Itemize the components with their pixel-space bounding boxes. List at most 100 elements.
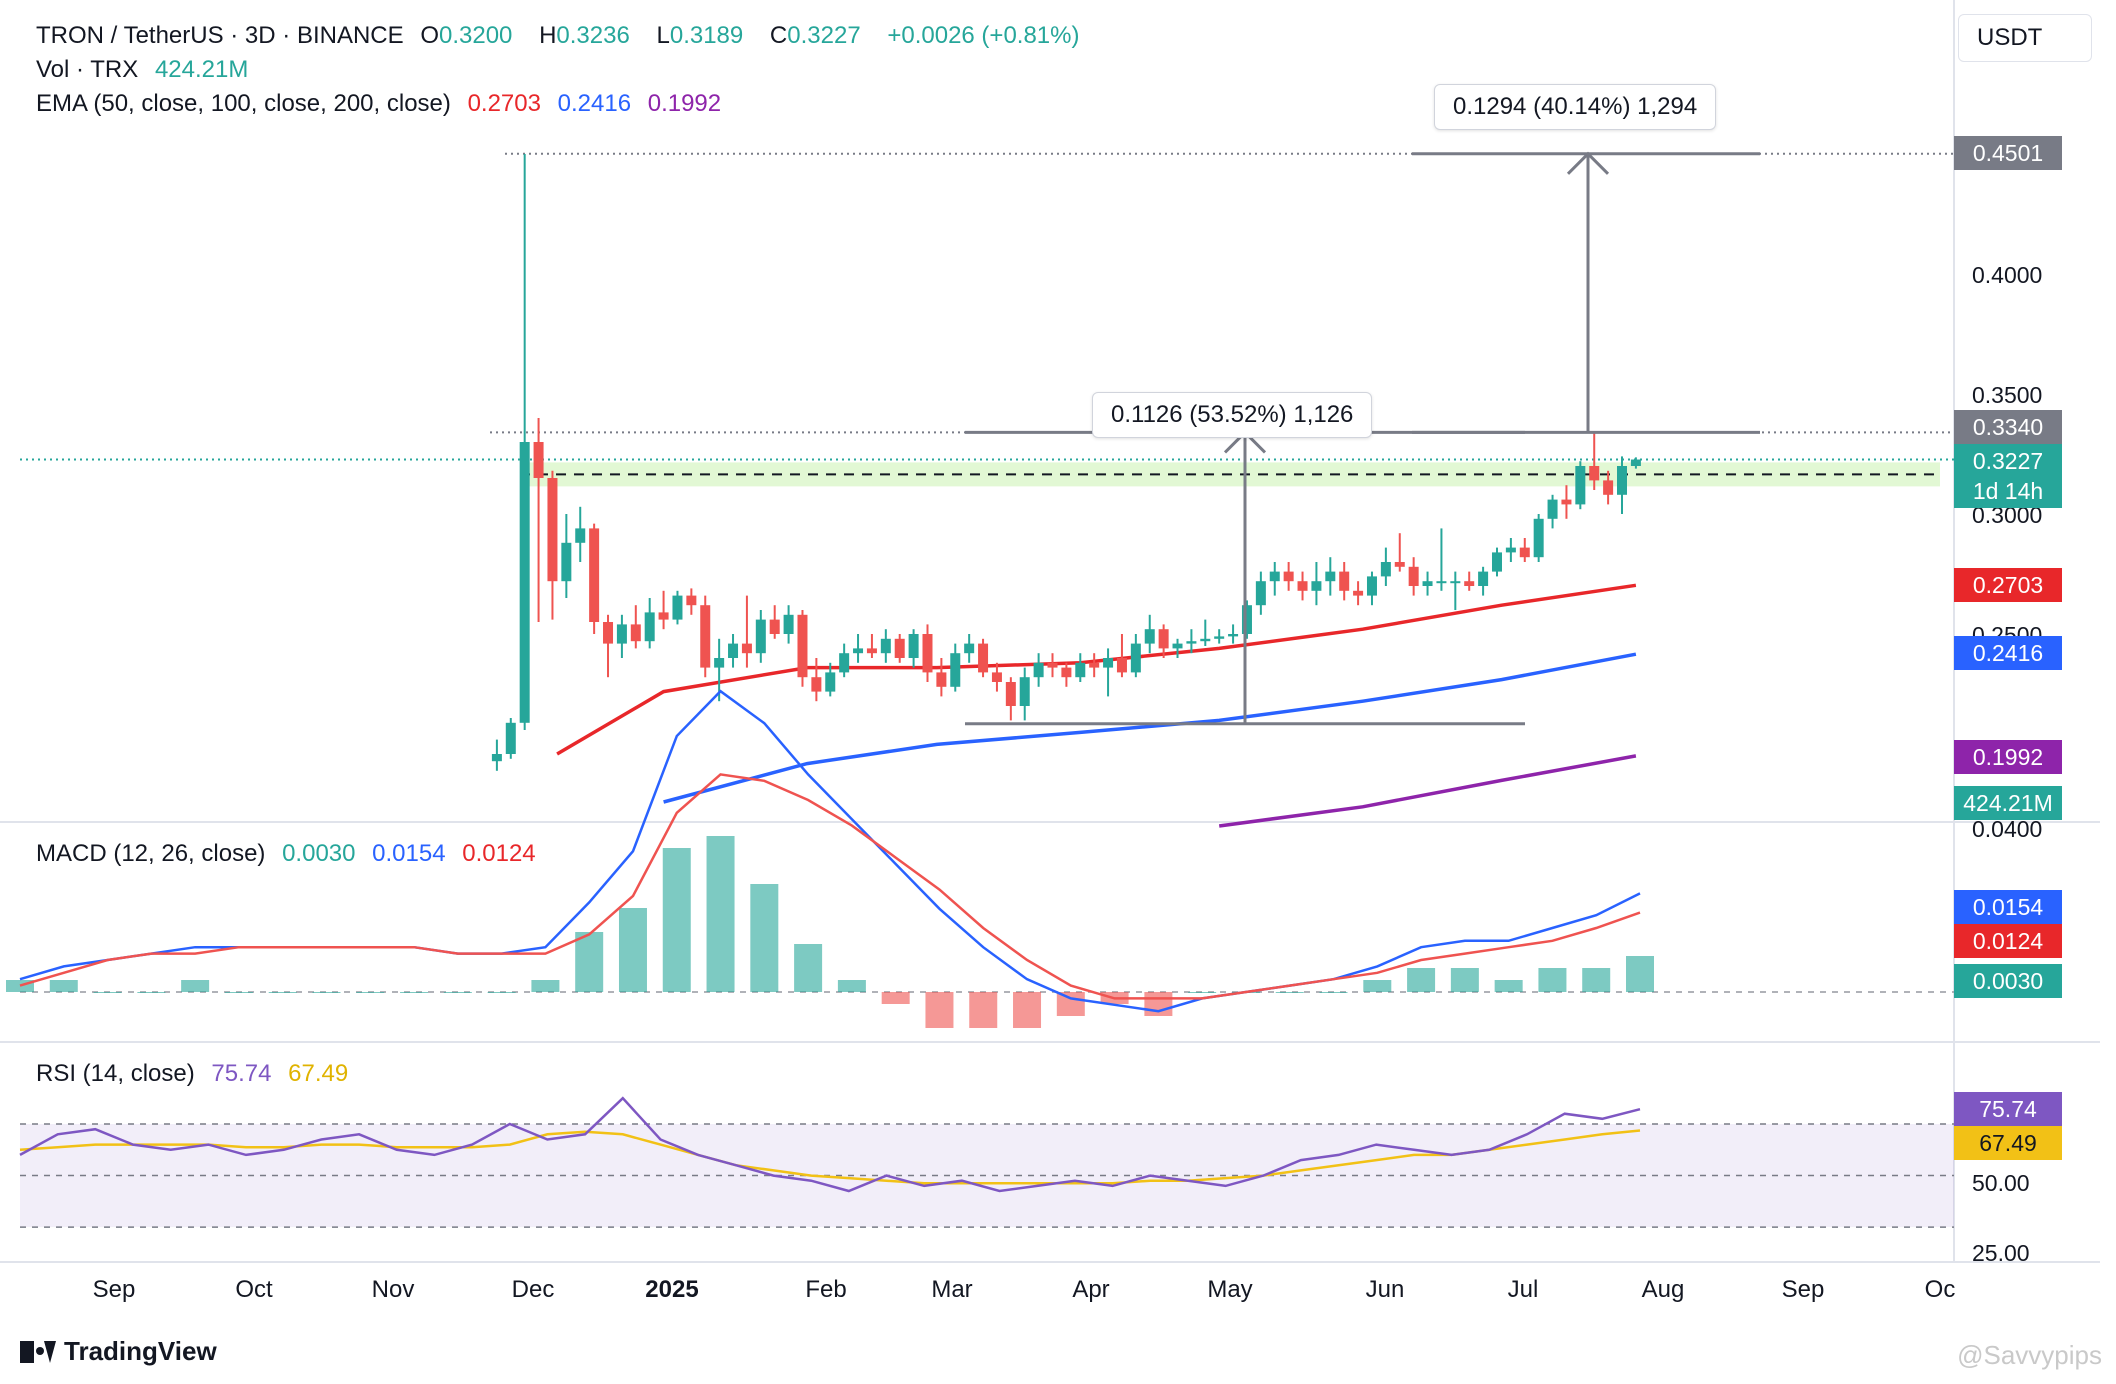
candle-body <box>922 634 933 673</box>
candle-body <box>908 634 919 658</box>
candle-body <box>769 619 780 634</box>
candle-body <box>700 605 711 668</box>
countdown-label: 1d 14h <box>1954 474 2062 508</box>
x-tick: Nov <box>371 1276 415 1303</box>
candle-body <box>1269 571 1280 582</box>
candle-body <box>1478 571 1489 586</box>
x-tick: May <box>1207 1276 1253 1303</box>
candle-body <box>630 624 641 642</box>
measure-label-first[interactable]: 0.1126 (53.52%) 1,126 <box>1092 392 1373 438</box>
macd-label[interactable]: MACD (12, 26, close) <box>36 840 266 867</box>
candle-body <box>1408 566 1419 586</box>
candle-body <box>519 442 530 723</box>
candle-body <box>603 622 614 644</box>
candle-body <box>1575 466 1586 505</box>
macd-hist-bar <box>356 992 385 993</box>
macd-hist-bar <box>1494 980 1523 992</box>
brand-name: TradingView <box>64 1336 217 1366</box>
candle-body <box>1533 518 1544 558</box>
ema-label[interactable]: EMA (50, close, 100, close, 200, close) <box>36 90 451 117</box>
macd-hist-bar <box>1407 968 1436 992</box>
x-tick: Sep <box>1781 1276 1825 1303</box>
volume-axis-label: 424.21M <box>1954 786 2062 820</box>
ema50-value: 0.2703 <box>467 90 541 117</box>
candle-body <box>1436 581 1447 584</box>
macd-hist-bar <box>181 980 210 992</box>
candle-body <box>978 643 989 673</box>
open-key: O <box>420 22 439 49</box>
candle-body <box>589 528 600 622</box>
candle-body <box>1255 581 1266 606</box>
macd-legend: MACD (12, 26, close) 0.0030 0.0154 0.012… <box>36 840 546 868</box>
candle-body <box>1589 466 1600 481</box>
candle-body <box>1103 658 1114 668</box>
candle-body <box>561 542 572 582</box>
symbol-title[interactable]: TRON / TetherUS · 3D · BINANCE <box>36 22 404 49</box>
candle-body <box>1033 662 1044 678</box>
macd-hist-bar <box>312 992 341 993</box>
macd-hist-bar <box>1275 992 1304 993</box>
candle-body <box>1075 662 1086 678</box>
macd-hist-bar <box>1582 968 1611 992</box>
candle-body <box>1366 576 1377 596</box>
macd-hist-bar <box>531 980 560 992</box>
close-key: C <box>769 22 788 49</box>
high-value: 0.3236 <box>556 22 630 49</box>
measure-label-second[interactable]: 0.1294 (40.14%) 1,294 <box>1434 84 1717 130</box>
candle-body <box>964 643 975 654</box>
macd-hist-bar <box>49 980 78 992</box>
price-tick: 0.4000 <box>1972 262 2043 288</box>
macd-hist-bar <box>925 992 954 1028</box>
ema100-value: 0.2416 <box>557 90 632 117</box>
signal-axis-label: 0.0124 <box>1954 924 2062 958</box>
header-legend: TRON / TetherUS · 3D · BINANCE O0.3200 H… <box>36 22 1089 50</box>
macd-hist-bar <box>443 992 472 993</box>
macd-hist-bar <box>837 980 866 992</box>
signal-line <box>19 773 1641 1000</box>
volume-label[interactable]: Vol · TRX <box>36 56 139 83</box>
macd-hist-bar <box>1538 968 1567 992</box>
candle-body <box>616 624 627 644</box>
candle-body <box>1464 581 1475 586</box>
candle-body <box>936 672 947 687</box>
candle-body <box>1519 547 1530 558</box>
macd-hist-bar <box>969 992 998 1028</box>
macd-hist-bar <box>1450 968 1479 992</box>
low-value: 0.3189 <box>669 22 744 49</box>
candle-body <box>658 612 669 620</box>
macd-hist-bar <box>93 992 122 993</box>
candle-body <box>575 528 586 543</box>
macd-hist-bar <box>268 992 297 993</box>
candle-body <box>1019 677 1030 706</box>
currency-selector[interactable]: USDT <box>1958 14 2092 62</box>
candle-body <box>1283 571 1294 582</box>
ema-legend: EMA (50, close, 100, close, 200, close) … <box>36 90 731 118</box>
x-tick: Oct <box>235 1276 273 1303</box>
candle-body <box>1241 605 1252 634</box>
rsi-label[interactable]: RSI (14, close) <box>36 1060 195 1087</box>
candle-body <box>1200 638 1211 642</box>
rsi-ma-axis-label: 67.49 <box>1954 1126 2062 1160</box>
rsi-tick-50: 50.00 <box>1972 1170 2030 1196</box>
candle-body <box>491 754 502 762</box>
measure-arrowhead <box>1566 151 1610 175</box>
tradingview-logo[interactable]: TradingView <box>20 1336 217 1367</box>
candle-body <box>1603 480 1614 495</box>
candle-body <box>686 595 697 606</box>
candle-body <box>1353 590 1364 596</box>
candle-body <box>1394 562 1405 567</box>
candle-body <box>853 648 864 654</box>
macd-hist-bar <box>224 992 253 993</box>
macd-hist-bar <box>1319 992 1348 993</box>
ema100-line <box>663 652 1637 804</box>
rsi-value: 75.74 <box>211 1060 272 1087</box>
x-tick: Oc <box>1924 1276 1956 1303</box>
macd-hist-bar <box>881 992 910 1004</box>
candle-body <box>950 653 961 687</box>
candle-body <box>755 619 766 654</box>
low-key: L <box>656 22 670 49</box>
macd-hist-bar <box>1363 980 1392 992</box>
candle-body <box>672 595 683 620</box>
